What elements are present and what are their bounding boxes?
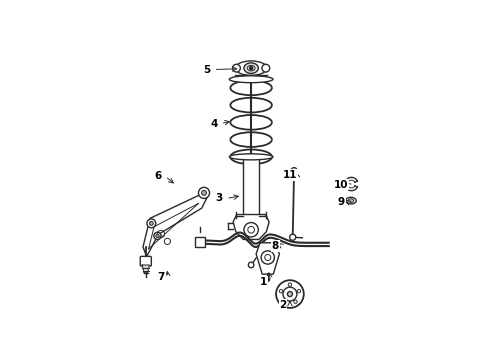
FancyBboxPatch shape [195, 237, 205, 247]
Text: 10: 10 [334, 180, 348, 190]
Circle shape [291, 168, 297, 174]
Text: 7: 7 [157, 273, 165, 283]
Circle shape [249, 67, 253, 70]
Text: 3: 3 [216, 193, 223, 203]
Text: 6: 6 [155, 171, 162, 181]
Text: 4: 4 [210, 118, 218, 129]
Ellipse shape [244, 63, 258, 73]
Circle shape [288, 292, 293, 297]
Ellipse shape [229, 154, 273, 160]
Circle shape [198, 187, 210, 198]
Circle shape [201, 190, 206, 195]
Ellipse shape [348, 199, 354, 202]
Polygon shape [143, 193, 208, 257]
Ellipse shape [235, 61, 267, 75]
Circle shape [147, 219, 156, 228]
Circle shape [156, 234, 159, 238]
FancyBboxPatch shape [244, 157, 259, 221]
Text: 11: 11 [283, 170, 297, 180]
Text: 1: 1 [260, 276, 267, 287]
FancyBboxPatch shape [140, 256, 151, 266]
Ellipse shape [262, 64, 270, 72]
Text: 9: 9 [338, 197, 345, 207]
Text: 5: 5 [203, 64, 210, 75]
Ellipse shape [247, 66, 255, 71]
Circle shape [154, 232, 161, 239]
Circle shape [248, 262, 254, 268]
Text: 8: 8 [271, 241, 279, 251]
Circle shape [290, 234, 296, 240]
Circle shape [149, 221, 153, 225]
Circle shape [266, 278, 270, 281]
Text: 2: 2 [279, 300, 287, 310]
Ellipse shape [229, 76, 273, 83]
Ellipse shape [233, 64, 240, 72]
Polygon shape [142, 265, 149, 273]
Ellipse shape [345, 197, 356, 204]
Polygon shape [233, 215, 269, 239]
Polygon shape [256, 243, 279, 274]
